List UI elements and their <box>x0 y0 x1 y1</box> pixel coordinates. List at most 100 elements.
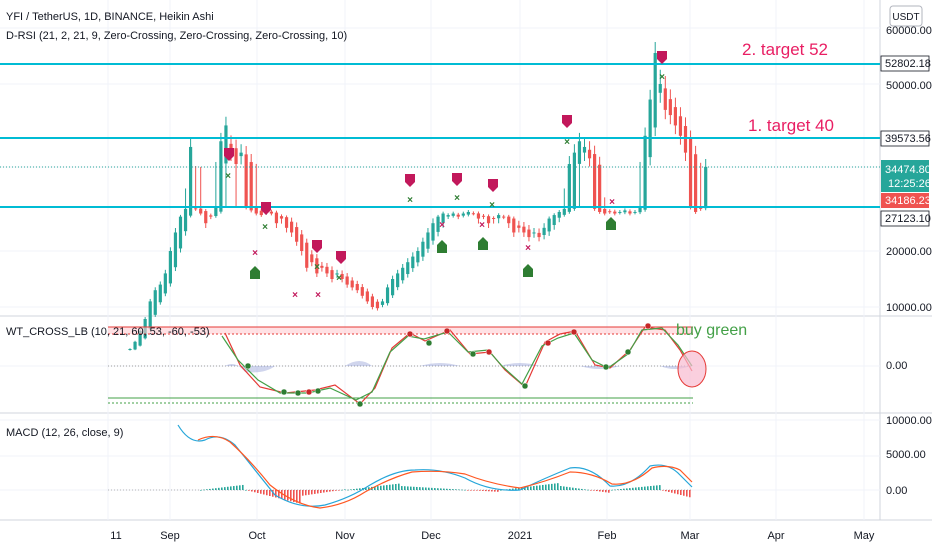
macd-histogram-bar <box>530 486 532 490</box>
macd-histogram-bar <box>680 490 682 495</box>
macd-histogram-bar <box>212 488 214 490</box>
candle-body <box>209 215 213 217</box>
candle-body <box>512 218 516 233</box>
macd-histogram-bar <box>203 489 205 491</box>
candle-body <box>492 217 496 219</box>
candle-body <box>638 207 642 213</box>
wt-cross-dot <box>425 339 433 347</box>
time-tick-label: Dec <box>421 530 441 542</box>
cross-marker: × <box>609 197 615 208</box>
price-tick: 20000.00 <box>886 246 932 258</box>
candle-body <box>507 216 511 224</box>
candle-body <box>613 211 617 214</box>
macd-histogram-bar <box>473 490 475 491</box>
macd-histogram-bar <box>407 486 409 490</box>
wt-cross-dot <box>602 363 610 371</box>
candle-body <box>370 296 374 307</box>
macd-histogram-bar <box>593 490 595 491</box>
candle-body <box>699 207 703 209</box>
macd-histogram-bar <box>527 486 529 490</box>
candle-body <box>284 217 289 228</box>
price-axis[interactable]: USDT 60000.00 52802.18 50000.00 39573.56… <box>880 5 932 497</box>
macd-histogram-bar <box>209 488 211 490</box>
cross-marker: × <box>292 290 298 301</box>
macd-histogram-bar <box>602 490 604 492</box>
macd-histogram-bar <box>611 489 613 491</box>
countdown-label: 12:25:26 <box>888 178 931 190</box>
cross-marker: × <box>525 243 531 254</box>
macd-histogram-bar <box>470 490 472 491</box>
macd-histogram-bar <box>500 490 502 491</box>
candle-body <box>557 211 561 218</box>
macd-histogram-bar <box>617 489 619 490</box>
level-27-box <box>880 210 930 227</box>
currency-badge[interactable] <box>889 5 923 27</box>
macd-histogram-bar <box>641 486 643 490</box>
macd-histogram-bar <box>239 485 241 490</box>
candle-body <box>587 149 592 159</box>
cross-marker: × <box>439 220 445 231</box>
sell-marker <box>657 51 667 64</box>
candle-body <box>204 211 208 224</box>
macd-histogram-bar <box>581 488 583 490</box>
macd-histogram-bar <box>329 490 331 492</box>
macd-histogram-bar <box>272 490 274 497</box>
macd-histogram-bar <box>608 490 610 493</box>
macd-histogram-bar <box>449 488 451 490</box>
level-27-label: 27123.10 <box>885 213 931 225</box>
candle-body <box>598 164 602 212</box>
wt-cross-dot <box>544 339 552 347</box>
wt-cross-dot <box>280 388 288 396</box>
wt-cross-dot <box>624 348 632 356</box>
candle-body <box>320 265 324 268</box>
candle-body <box>385 287 390 304</box>
macd-histogram-bar <box>647 486 649 490</box>
macd-5000-label: 5000.00 <box>886 449 926 461</box>
macd-histogram-bar <box>233 486 235 490</box>
candle-body <box>456 214 460 217</box>
candle-body <box>461 213 465 216</box>
macd-histogram-bar <box>419 487 421 490</box>
candle-body <box>497 215 501 219</box>
macd-histogram-bar <box>656 485 658 490</box>
time-axis[interactable]: 11 Sep Oct Nov Dec 2021 Feb Mar Apr May <box>110 530 875 542</box>
time-tick-label: 11 <box>110 530 121 542</box>
macd-histogram-bar <box>320 490 322 493</box>
time-tick-label: Mar <box>681 530 700 542</box>
macd-histogram-bar <box>644 486 646 490</box>
candle-body <box>537 232 541 238</box>
macd-histogram-bar <box>428 487 430 490</box>
wt-cross-dot <box>314 387 322 395</box>
candle-body <box>345 276 349 285</box>
macd-histogram-bar <box>290 490 292 502</box>
macd-histogram-bar <box>383 485 385 490</box>
buy-marker <box>437 240 447 253</box>
candle-body <box>567 164 571 212</box>
symbol-title: YFI / TetherUS, 1D, BINANCE, Heikin Ashi <box>6 11 214 23</box>
macd-histogram-bar <box>200 490 202 491</box>
signal-line <box>197 435 693 509</box>
macd-histogram-bar <box>587 489 589 491</box>
cross-marker: × <box>252 248 258 259</box>
candle-body <box>653 53 657 128</box>
macd-histogram-bar <box>314 490 316 494</box>
macd-histogram-bar <box>332 490 334 492</box>
candle-body <box>249 162 253 211</box>
candle-body <box>219 141 223 212</box>
macd-histogram-bar <box>623 488 625 490</box>
candle-body <box>158 284 162 303</box>
sell-marker <box>562 115 572 128</box>
cross-marker: × <box>489 200 495 211</box>
level-52-label: 52802.18 <box>885 58 931 70</box>
candle-body <box>704 166 708 209</box>
level-39-box <box>880 130 930 147</box>
macd-title: MACD (12, 26, close, 9) <box>6 427 123 439</box>
price-levels[interactable] <box>0 63 880 208</box>
cross-marker: × <box>262 222 268 233</box>
price-tick: 50000.00 <box>886 80 932 92</box>
sell-marker <box>488 179 498 192</box>
macd-histogram-bar <box>353 489 355 490</box>
macd-histogram-bar <box>227 486 229 490</box>
candle-body <box>683 126 688 153</box>
